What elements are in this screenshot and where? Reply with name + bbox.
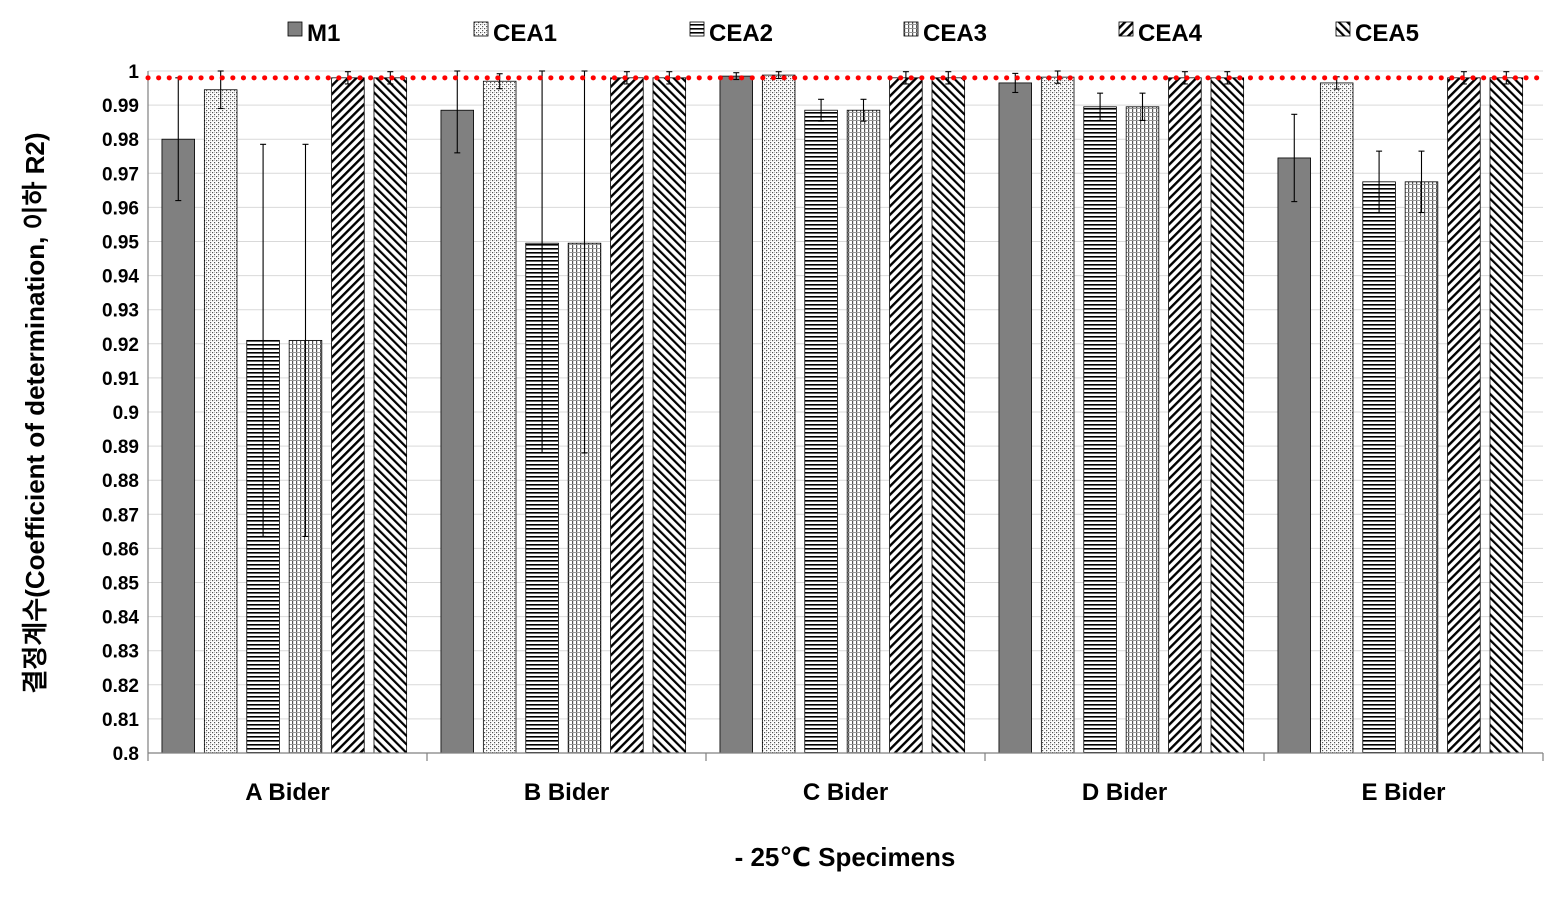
x-tick-label: D Bider bbox=[1082, 779, 1167, 806]
legend-swatch-cea5 bbox=[1335, 21, 1351, 37]
bar-cea4-b bbox=[610, 77, 644, 754]
legend-label-m1: M1 bbox=[307, 20, 340, 47]
y-tick-label: 0.88 bbox=[102, 471, 139, 492]
legend: M1 CEA1 CEA2 CEA3 CEA4 CEA5 bbox=[287, 20, 1419, 47]
x-tick-label: A Bider bbox=[245, 779, 329, 806]
bar-cea2-c bbox=[804, 109, 838, 754]
x-axis-title: - 25℃ Specimens bbox=[735, 842, 956, 872]
y-tick-label: 0.96 bbox=[102, 198, 139, 219]
bar-cea5-d bbox=[1210, 77, 1245, 754]
bar-cea4-c bbox=[889, 77, 923, 754]
y-tick-label: 0.86 bbox=[102, 539, 139, 560]
bar-cea5-a bbox=[373, 77, 408, 754]
bar-cea1-d bbox=[1040, 76, 1075, 754]
y-tick-label: 0.9 bbox=[113, 403, 139, 424]
error-bars bbox=[175, 70, 1510, 538]
y-tick-label: 0.97 bbox=[102, 164, 139, 185]
legend-label-cea2: CEA2 bbox=[709, 20, 773, 47]
y-tick-label: 0.92 bbox=[102, 335, 139, 356]
bar-cea4-a bbox=[331, 77, 365, 754]
x-tick-label: C Bider bbox=[803, 779, 888, 806]
bar-cea2-d bbox=[1083, 106, 1117, 754]
legend-label-cea1: CEA1 bbox=[493, 20, 557, 47]
bar-m1-c bbox=[719, 75, 753, 754]
bar-cea1-b bbox=[482, 80, 517, 754]
legend-swatch-cea3 bbox=[903, 21, 919, 37]
y-tick-label: 0.91 bbox=[102, 369, 139, 390]
y-tick-label: 0.99 bbox=[102, 96, 139, 117]
y-tick-label: 0.82 bbox=[102, 676, 139, 697]
y-tick-label: 0.98 bbox=[102, 130, 139, 151]
bar-m1-b bbox=[440, 109, 474, 754]
bar-cea1-e bbox=[1319, 82, 1354, 754]
y-tick-label: 0.87 bbox=[102, 505, 139, 526]
bars bbox=[161, 74, 1524, 754]
legend-swatch-m1 bbox=[287, 21, 303, 37]
legend-swatch-cea1 bbox=[473, 21, 489, 37]
bar-cea5-b bbox=[652, 77, 687, 754]
bar-cea2-e bbox=[1362, 181, 1396, 754]
y-tick-label: 0.89 bbox=[102, 437, 139, 458]
y-tick-label: 0.85 bbox=[102, 574, 139, 595]
x-tick-label: E Bider bbox=[1361, 779, 1445, 806]
bar-cea1-c bbox=[761, 74, 796, 754]
bar-m1-a bbox=[161, 138, 195, 754]
bar-m1-e bbox=[1277, 157, 1311, 754]
y-tick-label: 0.93 bbox=[102, 301, 139, 322]
y-tick-label: 0.95 bbox=[102, 233, 139, 254]
legend-label-cea4: CEA4 bbox=[1138, 20, 1203, 47]
bar-cea3-d bbox=[1125, 106, 1160, 754]
bar-cea4-d bbox=[1168, 77, 1202, 754]
bar-cea4-e bbox=[1447, 77, 1481, 754]
bar-cea3-c bbox=[846, 109, 881, 754]
y-tick-label: 0.81 bbox=[102, 710, 139, 731]
legend-swatch-cea2 bbox=[689, 21, 705, 37]
y-tick-label: 0.94 bbox=[102, 267, 139, 288]
legend-label-cea5: CEA5 bbox=[1355, 20, 1419, 47]
y-axis-title: 결정계수(Coefficient of determination, 이하 R2… bbox=[20, 133, 50, 694]
bar-cea5-c bbox=[931, 77, 966, 754]
bar-cea2-a bbox=[246, 339, 280, 754]
bar-cea5-e bbox=[1489, 77, 1524, 754]
y-tick-label: 0.84 bbox=[102, 608, 139, 629]
bar-m1-d bbox=[998, 82, 1032, 754]
x-tick-label: B Bider bbox=[524, 779, 609, 806]
y-tick-label: 0.8 bbox=[113, 744, 139, 765]
bar-cea1-a bbox=[203, 89, 238, 754]
y-tick-label: 1 bbox=[128, 62, 139, 83]
axes: 0.8 0.81 0.82 0.83 0.84 0.85 0.86 0.87 0.88 0.89 0… bbox=[102, 62, 1544, 806]
legend-label-cea3: CEA3 bbox=[923, 20, 987, 47]
bar-cea3-e bbox=[1404, 181, 1439, 754]
legend-swatch-cea4 bbox=[1118, 21, 1134, 37]
y-tick-label: 0.83 bbox=[102, 642, 139, 663]
